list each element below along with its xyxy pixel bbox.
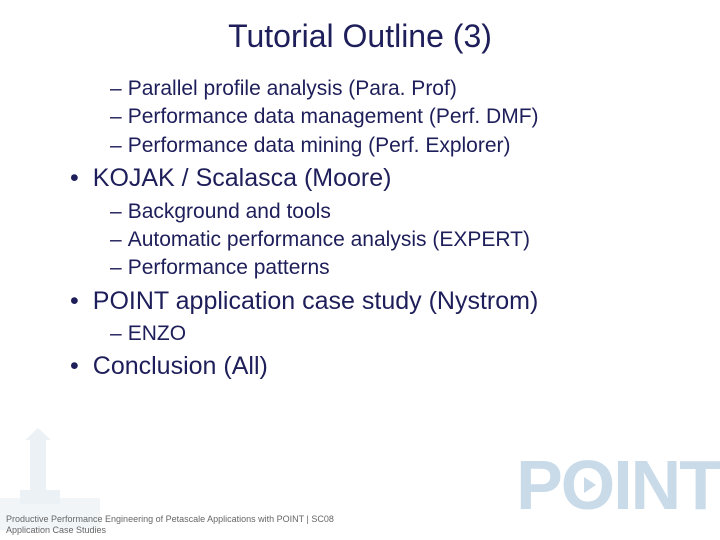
footer-line-2: Application Case Studies xyxy=(6,525,334,536)
section3: • POINT application case study (Nystrom) xyxy=(40,283,680,321)
dash-icon: – xyxy=(110,132,122,160)
sub-item-text: Performance data mining (Perf. Explorer) xyxy=(128,132,511,160)
list-item: –Performance data management (Perf. DMF) xyxy=(110,103,680,131)
section1-sublist: –Parallel profile analysis (Para. Prof) … xyxy=(40,75,680,160)
slide-container: Tutorial Outline (3) –Parallel profile a… xyxy=(0,0,720,540)
sub-item-text: ENZO xyxy=(128,320,186,348)
list-item: • KOJAK / Scalasca (Moore) xyxy=(70,160,680,198)
bullet-icon: • xyxy=(70,348,79,386)
slide-footer: Productive Performance Engineering of Pe… xyxy=(6,514,334,537)
slide-title: Tutorial Outline (3) xyxy=(40,18,680,55)
dash-icon: – xyxy=(110,320,122,348)
sub-item-text: Background and tools xyxy=(128,198,331,226)
watermark-t: T xyxy=(679,450,720,520)
list-item: –ENZO xyxy=(110,320,680,348)
watermark-p: P xyxy=(516,450,561,520)
sub-item-text: Performance data management (Perf. DMF) xyxy=(128,103,539,131)
sub-item-text: Performance patterns xyxy=(128,254,330,282)
main-item-text: Conclusion (All) xyxy=(93,348,268,386)
watermark-o: O xyxy=(561,450,613,520)
list-item: • Conclusion (All) xyxy=(70,348,680,386)
bullet-icon: • xyxy=(70,160,79,198)
section2: • KOJAK / Scalasca (Moore) xyxy=(40,160,680,198)
section4: • Conclusion (All) xyxy=(40,348,680,386)
list-item: • POINT application case study (Nystrom) xyxy=(70,283,680,321)
watermark-n: N xyxy=(631,450,680,520)
list-item: –Performance data mining (Perf. Explorer… xyxy=(110,132,680,160)
slide-content: –Parallel profile analysis (Para. Prof) … xyxy=(40,75,680,386)
list-item: –Background and tools xyxy=(110,198,680,226)
section2-sublist: –Background and tools –Automatic perform… xyxy=(40,198,680,283)
section3-sublist: –ENZO xyxy=(40,320,680,348)
footer-line-1: Productive Performance Engineering of Pe… xyxy=(6,514,334,525)
watermark-logo: POINT xyxy=(516,450,720,520)
watermark-i: I xyxy=(613,450,630,520)
dash-icon: – xyxy=(110,75,122,103)
dash-icon: – xyxy=(110,226,122,254)
dash-icon: – xyxy=(110,254,122,282)
sub-item-text: Automatic performance analysis (EXPERT) xyxy=(128,226,530,254)
main-item-text: KOJAK / Scalasca (Moore) xyxy=(93,160,392,198)
sub-item-text: Parallel profile analysis (Para. Prof) xyxy=(128,75,457,103)
list-item: –Automatic performance analysis (EXPERT) xyxy=(110,226,680,254)
bullet-icon: • xyxy=(70,283,79,321)
list-item: –Parallel profile analysis (Para. Prof) xyxy=(110,75,680,103)
dash-icon: – xyxy=(110,198,122,226)
dash-icon: – xyxy=(110,103,122,131)
list-item: –Performance patterns xyxy=(110,254,680,282)
main-item-text: POINT application case study (Nystrom) xyxy=(93,283,539,321)
